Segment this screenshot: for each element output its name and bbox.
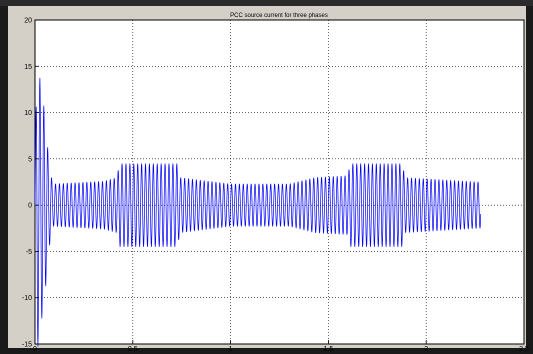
y-tick-label: 15 xyxy=(24,64,32,71)
y-tick-label: 10 xyxy=(24,110,32,117)
x-axis-ticks: 0 0.5 1 1.5 2 2.5 xyxy=(33,340,529,353)
chart-title: PCC source current for three phases xyxy=(230,13,328,19)
y-tick-label: 20 xyxy=(24,18,32,25)
window-title-strip xyxy=(0,0,533,6)
x-tick-label: 2.5 xyxy=(519,346,529,353)
y-tick-label: 5 xyxy=(28,156,32,163)
x-tick-label: 1 xyxy=(229,346,233,353)
y-axis-ticks: 20 15 10 5 0 -5 -10 -15 xyxy=(22,18,39,349)
x-tick-label: 0 xyxy=(33,346,37,353)
x-tick-label: 0.5 xyxy=(128,346,138,353)
grid-lines xyxy=(35,20,524,344)
x-tick-label: 2 xyxy=(424,346,428,353)
y-tick-label: -15 xyxy=(22,342,32,349)
series-group xyxy=(34,77,482,347)
x-tick-label: 1.5 xyxy=(324,346,334,353)
y-tick-label: 0 xyxy=(28,203,32,210)
current-waveform-line xyxy=(34,77,482,347)
y-tick-label: -10 xyxy=(22,295,32,302)
y-tick-label: -5 xyxy=(26,249,32,256)
